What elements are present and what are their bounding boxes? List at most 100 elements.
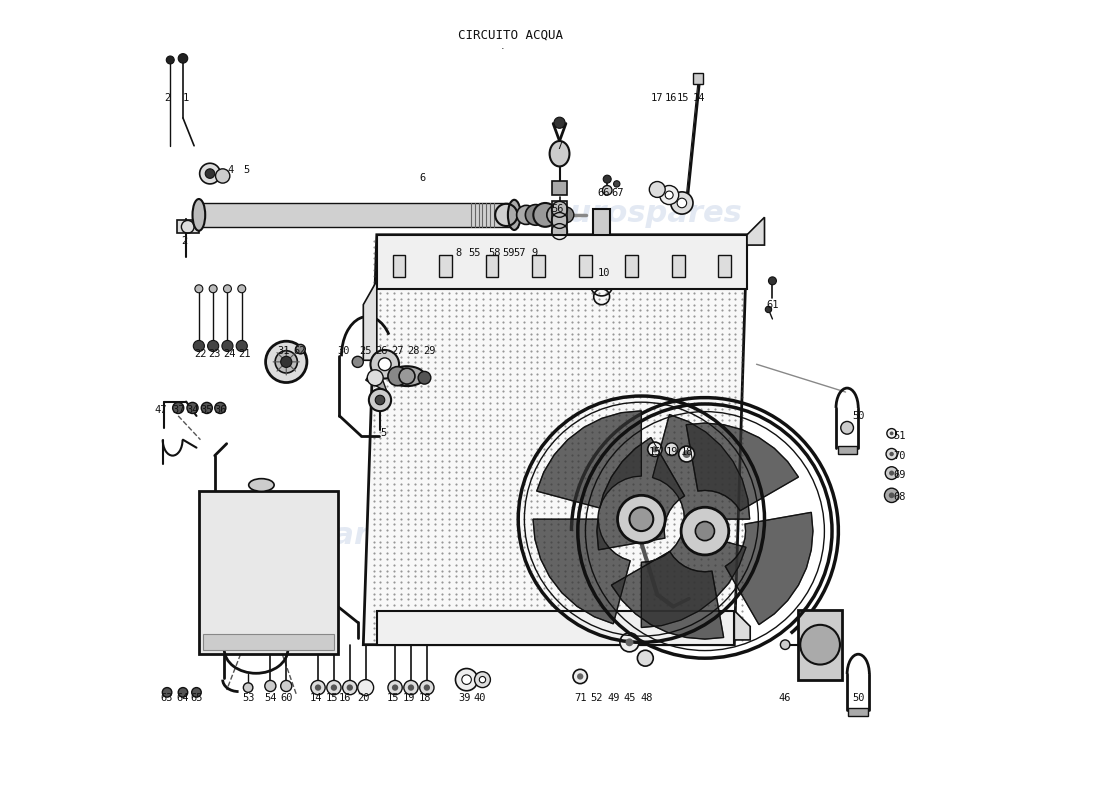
Circle shape: [480, 677, 486, 683]
Polygon shape: [612, 551, 724, 639]
Circle shape: [769, 277, 777, 285]
Text: 25: 25: [360, 346, 372, 356]
Circle shape: [265, 342, 307, 382]
Polygon shape: [725, 512, 813, 625]
Circle shape: [358, 680, 374, 695]
FancyBboxPatch shape: [551, 202, 568, 241]
Circle shape: [378, 358, 392, 370]
Circle shape: [331, 685, 337, 690]
Circle shape: [178, 687, 188, 697]
Text: 46: 46: [778, 693, 791, 703]
FancyBboxPatch shape: [718, 254, 732, 277]
Polygon shape: [377, 610, 735, 645]
Circle shape: [603, 186, 612, 195]
Circle shape: [660, 186, 679, 205]
Ellipse shape: [192, 199, 206, 230]
Text: 23: 23: [209, 349, 221, 359]
Circle shape: [424, 685, 430, 690]
Text: 9: 9: [531, 248, 537, 258]
Text: 30: 30: [338, 346, 350, 356]
Circle shape: [840, 422, 854, 434]
Text: 4: 4: [228, 165, 234, 174]
Circle shape: [216, 169, 230, 183]
Text: 8: 8: [455, 248, 462, 258]
Text: 5: 5: [379, 428, 386, 438]
Circle shape: [620, 633, 639, 652]
Circle shape: [201, 402, 212, 414]
Circle shape: [243, 683, 253, 692]
Text: 47: 47: [154, 405, 167, 414]
Polygon shape: [365, 364, 387, 392]
Circle shape: [388, 366, 407, 386]
Circle shape: [801, 625, 840, 665]
Circle shape: [649, 182, 666, 198]
Circle shape: [517, 206, 536, 225]
Circle shape: [683, 450, 691, 458]
Text: 64: 64: [177, 693, 189, 703]
Circle shape: [886, 466, 898, 479]
Ellipse shape: [550, 141, 570, 166]
Text: 14: 14: [693, 93, 705, 103]
Ellipse shape: [389, 366, 425, 386]
Circle shape: [238, 285, 245, 293]
Polygon shape: [747, 218, 764, 245]
Circle shape: [311, 681, 326, 694]
FancyBboxPatch shape: [593, 210, 611, 266]
Circle shape: [889, 470, 894, 476]
Circle shape: [343, 681, 358, 694]
Text: 65: 65: [190, 693, 202, 703]
Text: 63: 63: [161, 693, 174, 703]
Text: 19: 19: [666, 446, 678, 457]
Polygon shape: [363, 234, 747, 645]
Text: 55: 55: [469, 248, 481, 258]
Text: 56: 56: [552, 204, 564, 214]
Circle shape: [617, 495, 666, 543]
Text: 70: 70: [893, 450, 905, 461]
Circle shape: [629, 507, 653, 531]
Text: 18: 18: [681, 446, 693, 457]
Polygon shape: [686, 423, 799, 510]
Text: 15: 15: [386, 693, 399, 703]
Circle shape: [315, 685, 321, 690]
Circle shape: [408, 685, 415, 690]
FancyBboxPatch shape: [551, 181, 568, 195]
Circle shape: [474, 672, 491, 687]
Text: 58: 58: [488, 248, 501, 258]
Circle shape: [578, 674, 583, 680]
Text: 22: 22: [195, 349, 207, 359]
Text: 18: 18: [418, 693, 431, 703]
Circle shape: [455, 669, 477, 690]
Circle shape: [681, 507, 729, 555]
Circle shape: [573, 670, 587, 684]
Circle shape: [780, 640, 790, 650]
Text: 14: 14: [309, 693, 322, 703]
Circle shape: [884, 488, 899, 502]
Text: 1: 1: [183, 93, 189, 103]
Ellipse shape: [508, 200, 520, 230]
Circle shape: [265, 681, 276, 691]
Text: 50: 50: [852, 693, 865, 703]
FancyBboxPatch shape: [693, 73, 703, 84]
Circle shape: [626, 638, 634, 646]
Polygon shape: [735, 610, 750, 640]
Circle shape: [209, 285, 217, 293]
Circle shape: [223, 285, 231, 293]
Circle shape: [678, 198, 686, 208]
Text: 61: 61: [767, 300, 779, 310]
Circle shape: [191, 687, 201, 697]
Text: 40: 40: [474, 693, 486, 703]
Polygon shape: [641, 530, 746, 627]
FancyBboxPatch shape: [579, 254, 592, 277]
Text: 15: 15: [326, 693, 338, 703]
Circle shape: [890, 452, 894, 456]
Text: 34: 34: [186, 405, 199, 414]
Text: 36: 36: [214, 405, 227, 414]
Text: 49: 49: [607, 693, 619, 703]
Text: 50: 50: [852, 411, 865, 421]
Text: eurospares: eurospares: [217, 521, 409, 550]
Text: 21: 21: [238, 349, 251, 359]
Text: 37: 37: [172, 405, 185, 414]
Text: 53: 53: [242, 693, 254, 703]
Circle shape: [163, 687, 172, 697]
Circle shape: [887, 429, 896, 438]
